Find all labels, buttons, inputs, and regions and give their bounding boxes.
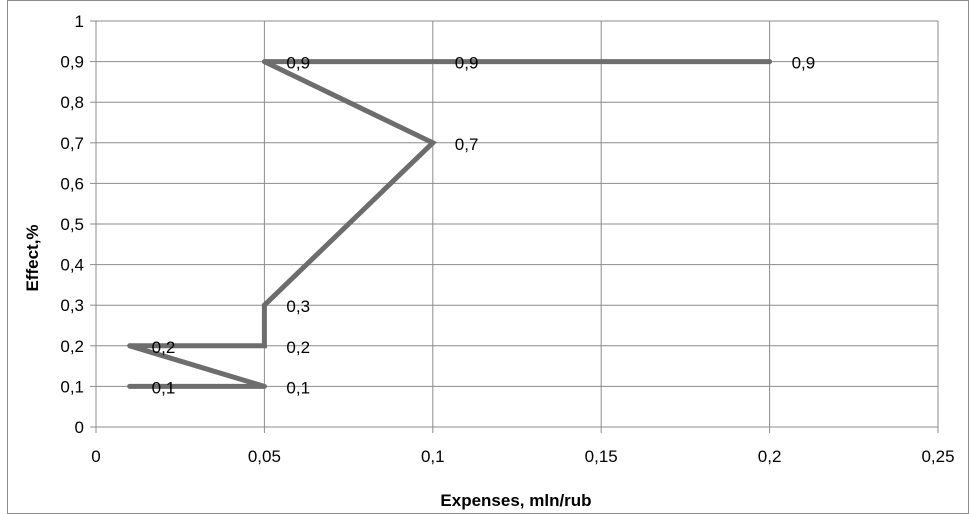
data-point [261,343,267,349]
y-tick-label: 0,1 [60,377,84,396]
y-tick-label: 1 [75,12,84,31]
y-tick-label: 0,2 [60,337,84,356]
data-label: 0,1 [152,378,176,397]
data-label: 0,3 [286,297,310,316]
data-labels: 0,1 0,1 0,2 0,2 0,3 0,7 0,9 0,9 0,9 [152,54,816,398]
x-tick-label: 0 [91,447,100,466]
data-point [430,140,436,146]
gridlines [96,20,939,427]
data-label: 0,9 [792,54,816,73]
chart-border [7,0,969,514]
data-point [127,343,133,349]
y-tick-label: 0,8 [60,93,84,112]
tick-labels: 00,10,20,30,40,50,60,70,80,910 0,05 0,1 0,1… [60,12,954,466]
data-label: 0,9 [455,54,479,73]
data-label: 0,9 [286,54,310,73]
y-tick-label: 0,9 [60,53,84,72]
data-point [261,59,267,65]
y-axis-title: Effect,% [23,224,42,291]
y-tick-label: 0,6 [60,174,84,193]
data-point [261,302,267,308]
y-tick-label: 0,7 [60,134,84,153]
data-point [767,59,773,65]
y-tick-label: 0,4 [60,256,84,275]
y-tick-label: 0,5 [60,215,84,234]
data-point [261,383,267,389]
x-tick-label: 0,1 [421,447,445,466]
data-point [430,59,436,65]
x-tick-label: 0,25 [921,447,954,466]
data-label: 0,7 [455,135,479,154]
x-tick-label: 0,2 [758,447,782,466]
data-point [127,383,133,389]
data-label: 0,2 [152,338,176,357]
y-tick-label: 0,3 [60,296,84,315]
x-axis-title: Expenses, mln/rub [440,491,591,510]
y-tick-label: 0 [75,418,84,437]
data-label: 0,1 [286,378,310,397]
data-label: 0,2 [286,338,310,357]
x-tick-label: 0,15 [585,447,618,466]
axes [90,20,939,433]
series-line [127,59,773,389]
x-tick-label: 0,05 [248,447,281,466]
